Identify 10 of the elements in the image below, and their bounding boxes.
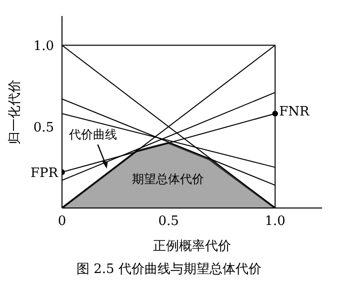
x-tick-label: 0.5	[158, 214, 179, 230]
x-tick-label: 0	[58, 214, 66, 230]
y-axis-title: 归一化代价	[8, 80, 23, 144]
x-tick-label: 1.0	[264, 214, 286, 230]
annotation: FNR	[279, 104, 311, 120]
text: 图 2.5 代价曲线与期望总体代价	[76, 261, 262, 278]
annotation: FPR	[30, 166, 60, 182]
x-axis-title: 正例概率代价	[153, 238, 231, 254]
annotation: 期望总体代价	[131, 171, 205, 188]
annotation: 代价曲线	[68, 128, 117, 142]
